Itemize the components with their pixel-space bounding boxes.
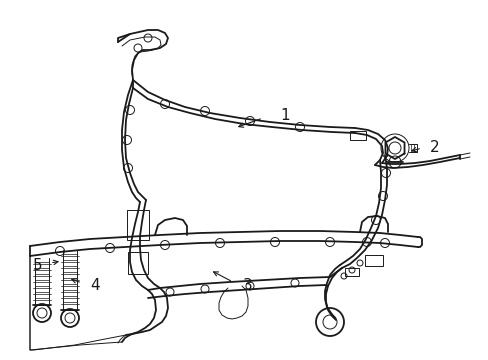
Text: 4: 4 <box>90 278 100 292</box>
Text: 3: 3 <box>243 278 252 292</box>
Bar <box>345 268 358 276</box>
Bar <box>364 255 382 266</box>
Text: 5: 5 <box>33 257 43 273</box>
Bar <box>128 252 148 274</box>
Text: 2: 2 <box>429 140 439 156</box>
Bar <box>127 210 149 240</box>
Text: 1: 1 <box>280 108 289 122</box>
Bar <box>349 131 365 140</box>
